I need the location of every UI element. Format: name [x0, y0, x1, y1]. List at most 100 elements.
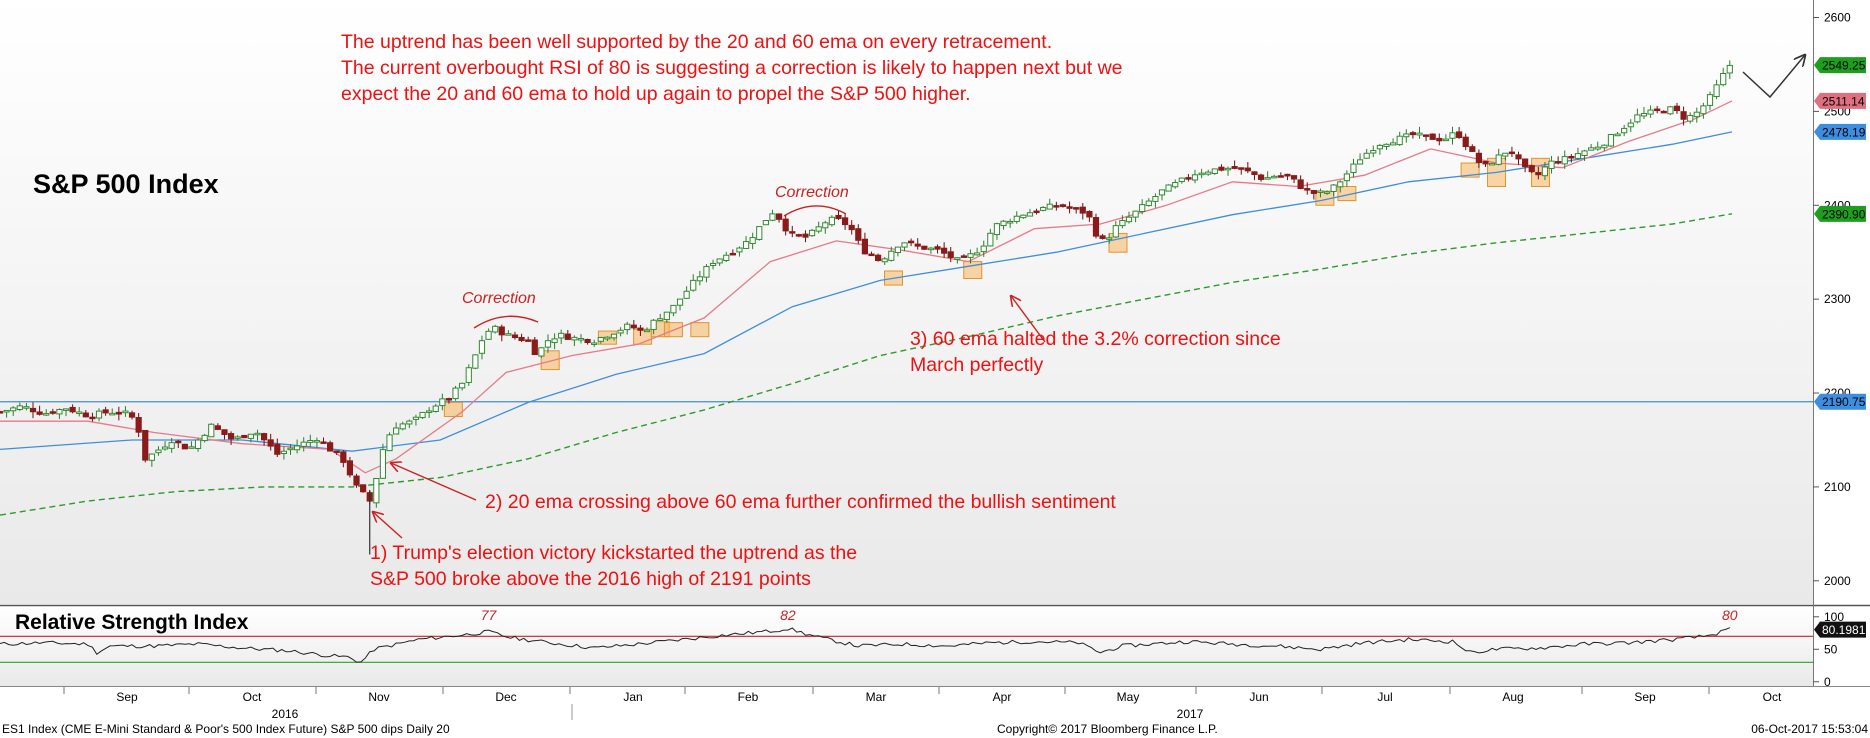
y-tick-label: 2000 [1824, 574, 1851, 588]
candle-body [934, 246, 941, 250]
candle-body [43, 413, 50, 416]
candle-body [762, 220, 769, 226]
candle-body [1680, 111, 1687, 120]
candle-body [1422, 134, 1430, 137]
candle-body [591, 342, 598, 345]
annotation-3-line-1: 3) 60 ema halted the 3.2% correction sin… [910, 328, 1281, 350]
correction-arc-1 [473, 315, 539, 329]
x-month-label: Sep [116, 690, 138, 704]
candle-body [1687, 114, 1694, 122]
candle-body [822, 222, 829, 229]
rsi-peak-label: 82 [780, 607, 796, 623]
candle-body [294, 445, 301, 451]
candle-body [353, 475, 360, 486]
candle-body [340, 451, 347, 463]
candle-body [1211, 168, 1218, 174]
candle-body [1224, 167, 1232, 171]
candle-body [610, 333, 618, 339]
candle-body [1515, 154, 1522, 160]
candle-body [630, 324, 637, 329]
candle-body [1020, 214, 1027, 219]
candle-body [419, 411, 426, 419]
candle-body [214, 425, 221, 430]
rsi-line [0, 627, 1730, 663]
annotation-top-line-1: The uptrend has been well supported by t… [341, 31, 1052, 53]
candle-body [16, 405, 23, 411]
candle-body [1489, 162, 1496, 166]
candle-body [1555, 161, 1562, 164]
candle-body [974, 252, 981, 256]
annotation-top: The uptrend has been well supported by t… [341, 31, 1123, 105]
x-month-label: Aug [1502, 690, 1523, 704]
support-highlight-box [690, 322, 710, 338]
candle-body [1251, 171, 1258, 175]
candle-body [1092, 217, 1100, 237]
candle-body [868, 253, 875, 257]
candle-body [604, 336, 611, 340]
candle-body [1568, 155, 1575, 159]
candle-body [1502, 152, 1509, 157]
candle-body [1007, 220, 1014, 224]
price-tag: 2511.14 [1814, 92, 1866, 109]
candle-body [201, 434, 208, 442]
candle-body [1059, 204, 1067, 207]
candle-body [135, 417, 142, 433]
arrow-3 [1011, 296, 1046, 343]
candle-body [36, 411, 43, 415]
x-month-label: Oct [1763, 690, 1782, 704]
candle-body [1541, 166, 1549, 177]
candle-body [287, 447, 294, 451]
support-highlight-box [540, 350, 560, 371]
candle-body [406, 420, 413, 425]
candle-body [835, 214, 842, 220]
candle-body [782, 218, 789, 232]
candle-body [505, 333, 512, 336]
candle-body [1330, 184, 1337, 192]
candle-body [1350, 163, 1357, 173]
candle-body [1370, 150, 1377, 154]
candle-body [551, 338, 558, 344]
candle-body [102, 409, 109, 414]
candle-body [894, 246, 902, 254]
candle-body [227, 433, 235, 440]
candle-body [175, 440, 182, 444]
annotation-3-line-2: March perfectly [910, 354, 1044, 376]
candle-body [538, 347, 545, 357]
candle-body [1640, 112, 1648, 117]
candle-body [1290, 175, 1298, 180]
candle-body [1119, 219, 1126, 227]
candle-body [1218, 166, 1225, 171]
candle-body [815, 226, 822, 232]
candle-body [1231, 166, 1238, 169]
candle-body [841, 217, 849, 226]
candle-body [1726, 64, 1733, 74]
candle-body [142, 429, 149, 461]
candle-body [1271, 175, 1278, 179]
candle-body [1079, 206, 1086, 214]
candle-body [1654, 108, 1661, 112]
candle-body [848, 224, 855, 231]
candle-body [643, 329, 651, 333]
candle-body [1614, 133, 1621, 137]
rsi-peak-label: 77 [481, 607, 498, 623]
x-year-label: 2017 [1177, 707, 1204, 721]
annotation-1-line-1: 1) Trump's election victory kickstarted … [370, 542, 857, 564]
candle-body [313, 440, 321, 443]
candle-body [1634, 114, 1641, 123]
ema-60-line [0, 131, 1733, 452]
candle-body [1429, 133, 1436, 140]
candle-body [412, 416, 420, 420]
candle-body [1310, 190, 1317, 194]
candle-body [1099, 235, 1106, 239]
footer-left: ES1 Index (CME E-Mini Standard & Poor's … [2, 722, 450, 736]
candle-body [1409, 132, 1416, 136]
x-month-label: Jun [1249, 690, 1268, 704]
candle-body [1046, 203, 1053, 210]
candle-body [1495, 154, 1502, 165]
candle-body [188, 446, 195, 449]
candle-body [1383, 143, 1390, 147]
ema-200-line [0, 213, 1733, 516]
candle-body [148, 453, 155, 461]
candle-body [1053, 205, 1060, 208]
candle-body [544, 340, 552, 348]
